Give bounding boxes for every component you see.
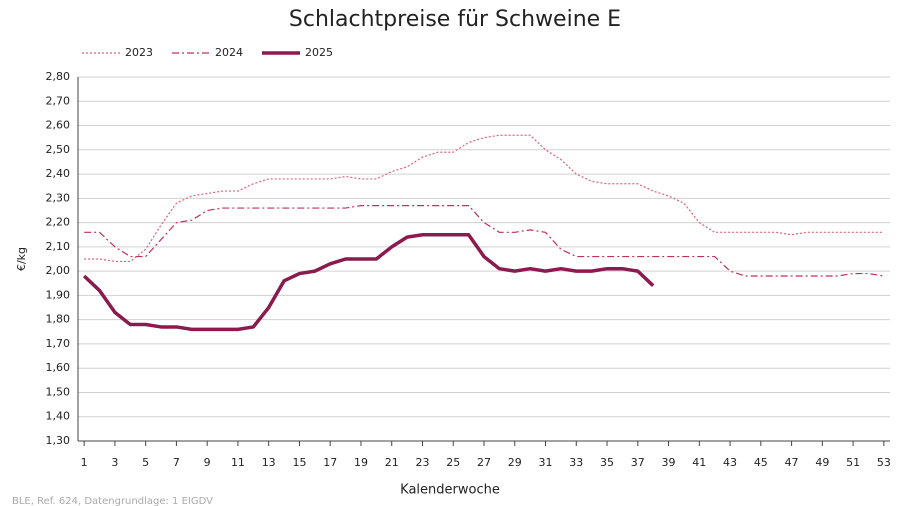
x-tick-label: 37 <box>631 456 645 469</box>
x-tick-label: 35 <box>600 456 614 469</box>
y-tick-label: 2,50 <box>46 143 71 156</box>
y-tick-label: 2,00 <box>46 264 71 277</box>
y-tick-label: 1,30 <box>46 434 71 447</box>
y-tick-label: 1,50 <box>46 385 71 398</box>
x-tick-label: 1 <box>81 456 88 469</box>
x-tick-label: 25 <box>446 456 460 469</box>
x-tick-label: 33 <box>569 456 583 469</box>
y-tick-label: 2,70 <box>46 94 71 107</box>
x-tick-label: 23 <box>415 456 429 469</box>
chart-title: Schlachtpreise für Schweine E <box>289 7 621 32</box>
y-tick-label: 1,80 <box>46 313 71 326</box>
y-tick-label: 1,40 <box>46 410 71 423</box>
x-axis-label: Kalenderwoche <box>400 483 500 498</box>
x-tick-label: 45 <box>754 456 768 469</box>
series-line <box>84 205 884 277</box>
series-line <box>82 232 655 332</box>
legend-label: 2024 <box>215 46 243 59</box>
x-tick-label: 49 <box>815 456 829 469</box>
y-tick-label: 2,20 <box>46 216 71 229</box>
y-axis-label: €/kg <box>15 247 28 271</box>
y-tick-label: 1,90 <box>46 288 71 301</box>
x-tick-label: 9 <box>204 456 211 469</box>
y-tick-label: 2,10 <box>46 240 71 253</box>
x-tick-label: 43 <box>723 456 737 469</box>
x-tick-label: 15 <box>292 456 306 469</box>
x-tick-label: 53 <box>877 456 891 469</box>
x-tick-label: 29 <box>508 456 522 469</box>
x-tick-label: 17 <box>323 456 337 469</box>
series-line <box>84 134 884 263</box>
x-tick-label: 21 <box>385 456 399 469</box>
legend-label: 2023 <box>125 46 153 59</box>
x-tick-label: 19 <box>354 456 368 469</box>
y-tick-label: 2,80 <box>46 70 71 83</box>
x-tick-label: 39 <box>662 456 676 469</box>
x-tick-label: 47 <box>785 456 799 469</box>
x-tick-label: 41 <box>692 456 706 469</box>
source-note: BLE, Ref. 624, Datengrundlage: 1 EIGDV <box>12 496 213 506</box>
y-tick-label: 1,70 <box>46 337 71 350</box>
legend-label: 2025 <box>305 46 333 59</box>
y-tick-label: 1,60 <box>46 361 71 374</box>
x-tick-label: 5 <box>142 456 149 469</box>
x-tick-label: 7 <box>173 456 180 469</box>
y-tick-label: 2,30 <box>46 191 71 204</box>
x-tick-label: 27 <box>477 456 491 469</box>
x-tick-label: 3 <box>111 456 118 469</box>
y-tick-label: 2,40 <box>46 167 71 180</box>
x-tick-label: 11 <box>231 456 245 469</box>
y-tick-label: 2,60 <box>46 119 71 132</box>
x-tick-label: 13 <box>262 456 276 469</box>
x-tick-label: 31 <box>539 456 553 469</box>
x-tick-label: 51 <box>846 456 860 469</box>
